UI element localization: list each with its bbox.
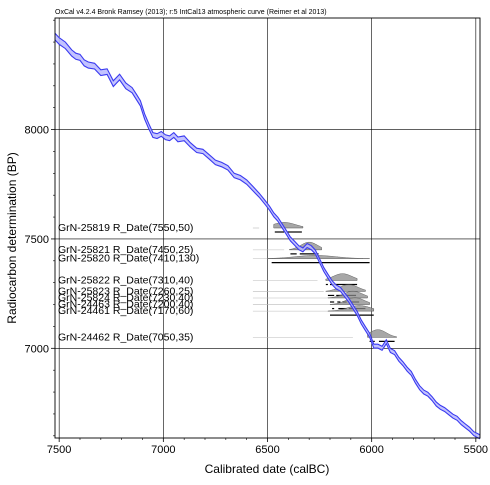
y-tick-label: 7000 xyxy=(25,343,49,355)
chart-header: OxCal v4.2.4 Bronk Ramsey (2013); r:5 In… xyxy=(55,9,327,16)
x-tick-label: 5500 xyxy=(464,444,488,456)
date-distribution xyxy=(252,222,304,233)
curve-upper-line xyxy=(54,32,481,436)
determination-label: GrN-25823 R_Date(7260,25) xyxy=(58,285,193,297)
x-tick-label: 6500 xyxy=(255,444,279,456)
determination-label: GrN-24461 R_Date(7170,60) xyxy=(58,305,193,317)
probability-distribution xyxy=(327,290,368,299)
x-tick-label: 7500 xyxy=(47,444,71,456)
y-tick-label: 7500 xyxy=(25,234,49,246)
y-axis-label: Radiocarbon determination (BP) xyxy=(5,152,19,323)
determination-label: GrN-25824 R_Date(7230,40) xyxy=(58,292,193,304)
determination-label: GrN-24462 R_Date(7050,35) xyxy=(58,331,193,343)
determination-label: GrN-25820 R_Date(7410,130) xyxy=(58,253,199,265)
grid-lines xyxy=(55,18,480,438)
y-tick-label: 8000 xyxy=(25,125,49,137)
determination-label: GrN-25819 R_Date(7550,50) xyxy=(58,222,193,234)
x-axis-label: Calibrated date (calBC) xyxy=(205,462,330,476)
determination-label: GrN-25822 R_Date(7310,40) xyxy=(58,275,193,287)
axis-ticks: 7500 7000 6500 6000 5500 8000 7500 7000 xyxy=(25,19,488,456)
determination-labels: GrN-25819 R_Date(7550,50) GrN-25821 R_Dat… xyxy=(58,222,199,343)
curve-lower-line xyxy=(54,39,481,440)
probability-distribution xyxy=(273,222,304,229)
curve-band xyxy=(55,33,480,439)
calibrated-distributions xyxy=(252,222,397,342)
determination-label: GrN-25821 R_Date(7450,25) xyxy=(58,244,193,256)
date-distribution xyxy=(252,273,358,286)
probability-distribution xyxy=(325,273,358,281)
determination-label: GrN-24463 R_Date(7200,40) xyxy=(58,299,193,311)
x-tick-label: 7000 xyxy=(151,444,175,456)
date-distribution xyxy=(252,329,397,342)
calibration-curve xyxy=(54,32,481,440)
x-tick-label: 6000 xyxy=(359,444,383,456)
date-distribution xyxy=(252,255,370,264)
probability-distribution xyxy=(367,329,397,338)
probability-distribution xyxy=(325,284,366,292)
